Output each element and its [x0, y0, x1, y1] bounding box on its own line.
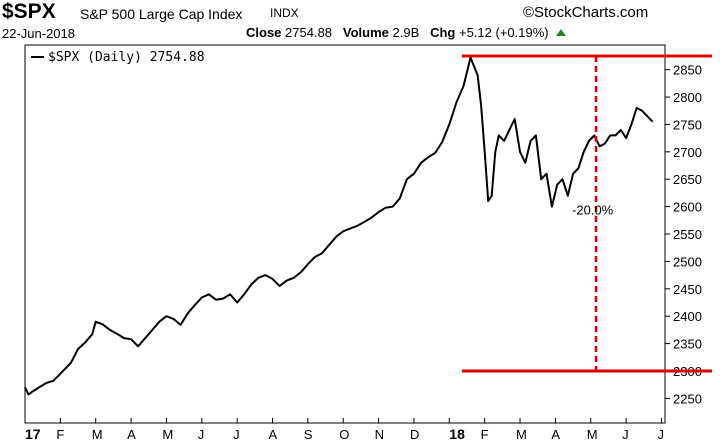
y-tick-label: 2800 — [673, 90, 702, 105]
x-tick-label: S — [304, 427, 313, 442]
close-label: Close — [246, 25, 282, 40]
brand-logo: ©StockCharts.com — [523, 4, 649, 21]
y-tick-label: 2550 — [673, 227, 702, 242]
x-tick-label: N — [375, 427, 384, 442]
up-arrow-icon — [556, 29, 567, 36]
x-tick-label: 17 — [25, 426, 41, 442]
x-tick-label: J — [198, 427, 205, 442]
y-tick-label: 2600 — [673, 200, 702, 215]
x-tick-label: O — [339, 427, 349, 442]
y-tick-label: 2700 — [673, 145, 702, 160]
y-tick-label: 2350 — [673, 337, 702, 352]
x-tick-label: F — [56, 427, 64, 442]
plot-frame — [24, 44, 666, 424]
x-tick-label: J — [657, 427, 664, 442]
y-tick-label: 2400 — [673, 309, 702, 324]
series-line-spx — [24, 56, 654, 396]
quote-stats: Close 2754.88 Volume 2.9B Chg +5.12 (+0.… — [246, 25, 567, 40]
volume-value: 2.9B — [392, 25, 420, 40]
y-tick-label: 2450 — [673, 282, 702, 297]
ticker-symbol: $SPX — [2, 0, 56, 23]
exchange-label: INDX — [270, 6, 299, 20]
y-tick-label: 2500 — [673, 254, 702, 269]
x-tick-label: J — [233, 427, 240, 442]
y-tick-label: 2650 — [673, 172, 702, 187]
y-tick-label: 2750 — [673, 117, 702, 132]
change-value: +5.12 (+0.19%) — [459, 25, 549, 40]
plot-area: 2250230023502400245025002550260026502700… — [24, 44, 712, 442]
y-tick-label: 2850 — [673, 63, 702, 78]
x-tick-label: A — [127, 427, 136, 442]
x-axis: 17 F M A M J J A S O N D 18 F M A M J J — [24, 418, 664, 442]
annotations: -20.0% — [462, 54, 712, 373]
x-tick-label: 18 — [449, 426, 465, 442]
x-tick-label: A — [269, 427, 278, 442]
y-tick-label: 2250 — [673, 391, 702, 406]
drawdown-label: -20.0% — [572, 202, 614, 217]
quote-date: 22-Jun-2018 — [2, 26, 75, 41]
x-tick-label: M — [162, 427, 173, 442]
x-tick-label: A — [551, 427, 560, 442]
x-tick-label: M — [516, 427, 527, 442]
x-tick-label: F — [481, 427, 489, 442]
x-tick-label: M — [92, 427, 103, 442]
x-tick-label: D — [410, 427, 419, 442]
index-name: S&P 500 Large Cap Index — [80, 6, 243, 22]
volume-label: Volume — [342, 25, 389, 40]
change-label: Chg — [430, 25, 456, 40]
x-tick-label: M — [587, 427, 598, 442]
x-tick-label: J — [622, 427, 629, 442]
legend: $SPX (Daily) 2754.88 — [31, 50, 205, 65]
close-value: 2754.88 — [285, 25, 333, 40]
legend-label: $SPX (Daily) 2754.88 — [48, 50, 205, 65]
y-axis: 2250230023502400245025002550260026502700… — [665, 63, 702, 406]
